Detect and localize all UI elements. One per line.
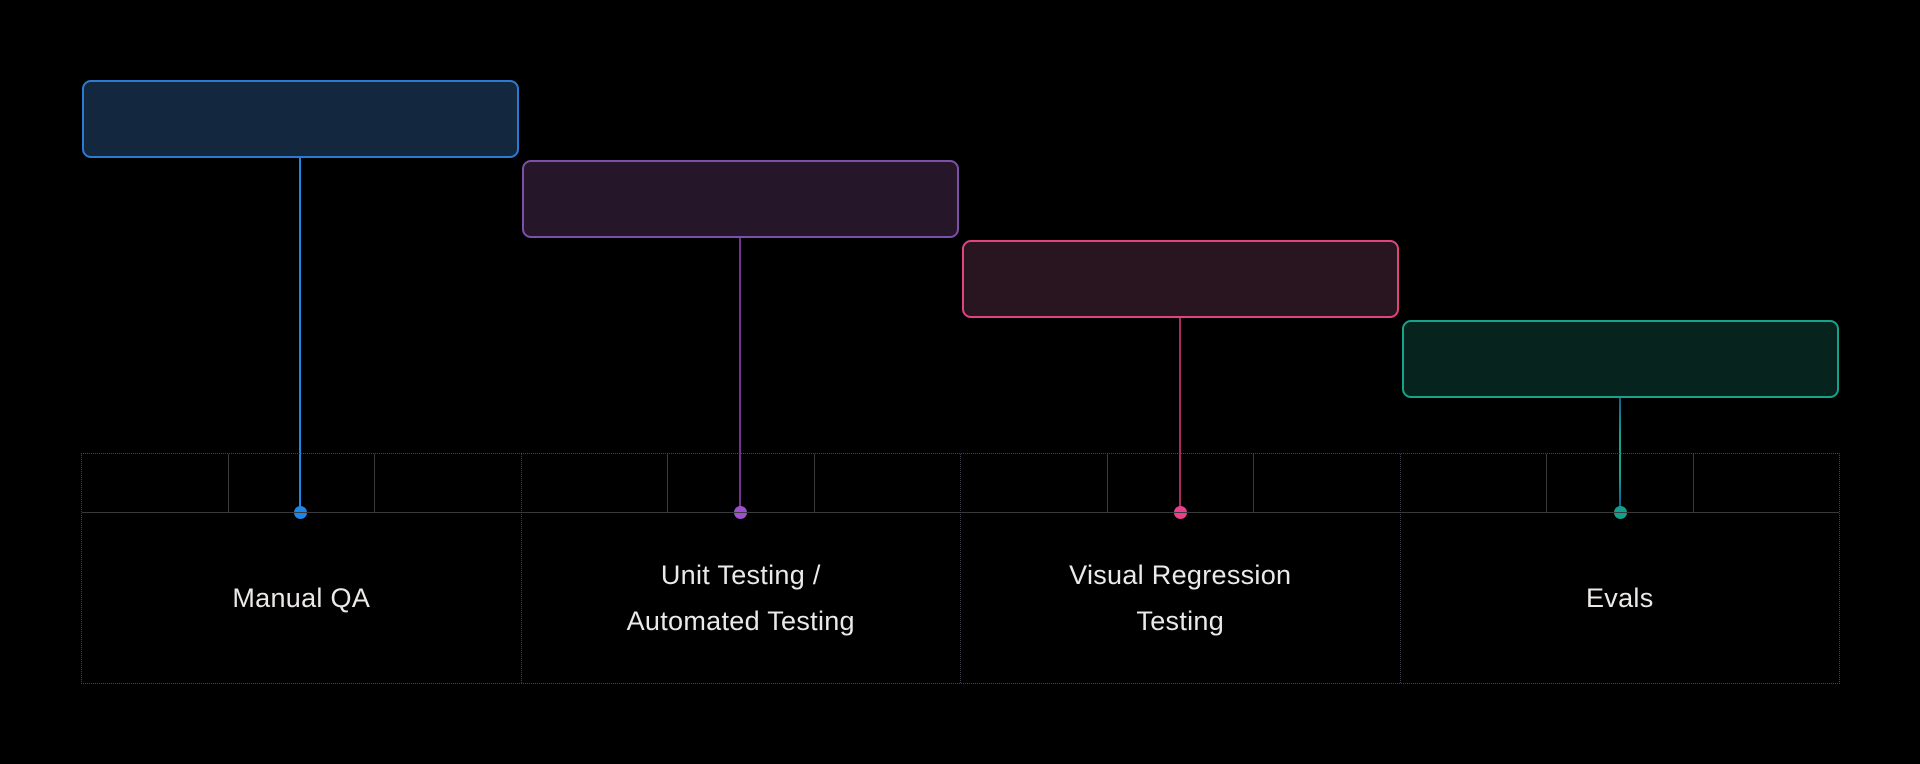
timeline-table: Manual QA Unit Testing / Automated Testi… [81, 453, 1840, 684]
grid-cell [1547, 454, 1694, 512]
stage-label-evals: Evals [1585, 582, 1654, 613]
grid-cell [1254, 454, 1400, 512]
timeline-column-evals: Evals [1400, 454, 1840, 683]
grid-cell [82, 454, 229, 512]
grid-cell [961, 454, 1108, 512]
stage-label-unit-automated-testing: Unit Testing / Automated Testing [626, 559, 855, 636]
stage-box-evals [1402, 320, 1839, 398]
grid-cell [1694, 454, 1840, 512]
grid-cell [668, 454, 815, 512]
timeline-column-manual-qa: Manual QA [82, 454, 522, 683]
stage-label-visual-regression-testing: Visual Regression Testing [1069, 559, 1292, 636]
grid-strip [82, 454, 521, 513]
stage-label-manual-qa: Manual QA [232, 582, 371, 613]
grid-cell [522, 454, 668, 512]
grid-cell [1401, 454, 1547, 512]
stage-box-unit-automated-testing [522, 160, 959, 238]
timeline-column-visual-regression-testing: Visual Regression Testing [961, 454, 1401, 683]
stage-box-manual-qa [82, 80, 519, 158]
grid-cell [375, 454, 521, 512]
grid-cell [229, 454, 375, 512]
grid-cell [815, 454, 961, 512]
stage-box-visual-regression-testing [962, 240, 1399, 318]
timeline-column-unit-automated-testing: Unit Testing / Automated Testing [521, 454, 961, 683]
grid-cell [1108, 454, 1254, 512]
grid-strip [1400, 454, 1840, 513]
grid-strip [961, 454, 1400, 513]
grid-strip [521, 454, 961, 513]
